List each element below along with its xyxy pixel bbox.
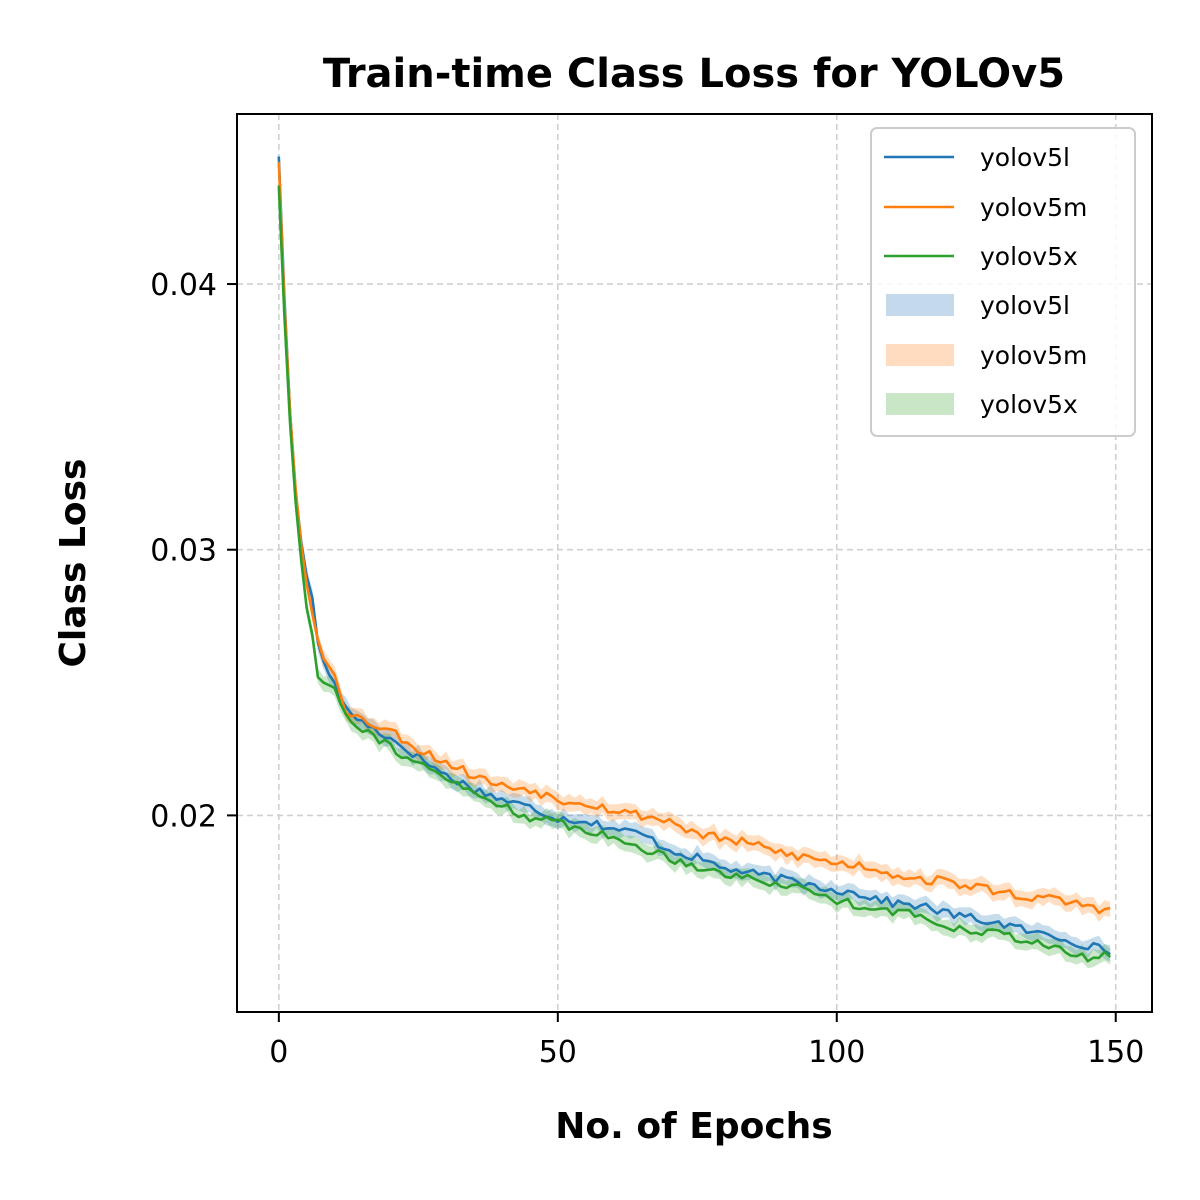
y-tick-label: 0.03	[150, 534, 217, 569]
y-axis-label: Class Loss	[53, 459, 94, 668]
chart-title: Train-time Class Loss for YOLOv5	[323, 51, 1065, 97]
x-tick-label: 0	[269, 1035, 288, 1070]
line-yolov5x	[277, 185, 1112, 963]
y-tick-label: 0.04	[150, 268, 217, 303]
x-axis-label: No. of Epochs	[555, 1106, 833, 1147]
legend-band-swatch	[886, 393, 954, 415]
legend: yolov5l yolov5m yolov5x yolov5l yolov5m yolov…	[870, 127, 1136, 437]
x-tick-label: 100	[808, 1035, 865, 1070]
legend-label: yolov5l	[980, 291, 1070, 320]
line-yolov5m	[277, 161, 1111, 915]
x-tick-label: 50	[539, 1035, 577, 1070]
legend-label: yolov5m	[980, 341, 1087, 370]
x-tick-label: 150	[1087, 1035, 1144, 1070]
legend-band-swatch	[886, 344, 954, 366]
axis-ticks: 0 50 100 150 0.02 0.03 0.04	[150, 268, 1144, 1070]
y-tick-label: 0.02	[150, 799, 217, 834]
plot-frame	[236, 113, 1153, 1013]
legend-label: yolov5x	[980, 242, 1078, 271]
series-lines	[277, 156, 1112, 963]
legend-label: yolov5l	[980, 143, 1070, 172]
legend-label: yolov5m	[980, 193, 1087, 222]
legend-band-swatch	[886, 294, 954, 316]
line-yolov5l	[277, 156, 1111, 956]
legend-label: yolov5x	[980, 390, 1078, 419]
